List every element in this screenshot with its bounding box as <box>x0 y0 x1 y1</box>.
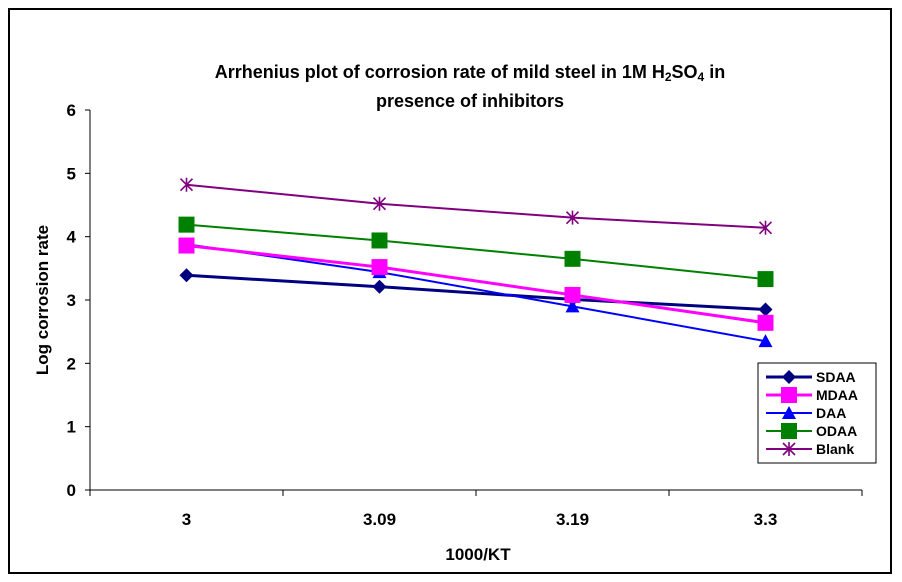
y-tick-label: 1 <box>67 418 76 437</box>
data-point <box>179 177 194 192</box>
data-point <box>178 237 195 254</box>
legend-marker <box>782 370 796 384</box>
legend-marker <box>781 423 797 439</box>
series-layer <box>178 177 774 348</box>
legend-label: MDAA <box>816 387 858 403</box>
data-point <box>564 286 581 303</box>
y-tick-label: 4 <box>67 228 77 247</box>
data-point <box>565 299 580 313</box>
data-point <box>178 216 195 233</box>
data-point <box>757 314 774 331</box>
data-point <box>565 210 580 225</box>
series-blank <box>179 177 773 235</box>
legend-marker <box>781 387 797 403</box>
data-point <box>371 232 388 249</box>
y-tick-label: 2 <box>67 354 76 373</box>
legend-label: ODAA <box>816 423 857 439</box>
series-odaa <box>178 216 774 288</box>
data-point <box>758 220 773 235</box>
y-axis-title: Log corrosion rate <box>33 225 52 375</box>
x-axis-title: 1000/KT <box>445 545 511 564</box>
series-line <box>186 223 766 281</box>
legend-label: SDAA <box>816 369 856 385</box>
data-point <box>757 271 774 288</box>
data-point <box>179 268 194 283</box>
legend-label: DAA <box>816 405 846 421</box>
series-line <box>186 244 766 325</box>
legend: SDAA MDAA DAA ODAA Blank <box>757 362 877 464</box>
data-point <box>758 334 773 348</box>
legend-label: Blank <box>816 441 854 457</box>
series-sdaa <box>179 268 773 317</box>
series-mdaa <box>178 237 774 331</box>
data-point <box>758 302 773 317</box>
y-tick-label: 5 <box>67 164 76 183</box>
x-tick-label: 3.09 <box>363 510 396 529</box>
chart-title-line1: Arrhenius plot of corrosion rate of mild… <box>215 62 725 84</box>
series-line <box>186 243 766 343</box>
x-tick-label: 3.19 <box>556 510 589 529</box>
y-tick-label: 6 <box>67 101 76 120</box>
data-point <box>372 279 387 294</box>
data-point <box>372 196 387 211</box>
series-line <box>186 183 766 229</box>
x-tick-label: 3 <box>182 510 191 529</box>
data-point <box>371 259 388 276</box>
y-tick-label: 0 <box>67 481 76 500</box>
legend-marker <box>782 442 796 456</box>
series-line <box>186 273 766 311</box>
legend-marker <box>782 406 796 419</box>
x-ticks: 3 3.09 3.19 3.3 <box>89 490 863 529</box>
data-point <box>564 250 581 267</box>
chart-title-line2: presence of inhibitors <box>376 91 564 111</box>
y-ticks: 0 1 2 3 4 5 6 <box>67 101 90 500</box>
x-tick-label: 3.3 <box>754 510 778 529</box>
y-tick-label: 3 <box>67 291 76 310</box>
